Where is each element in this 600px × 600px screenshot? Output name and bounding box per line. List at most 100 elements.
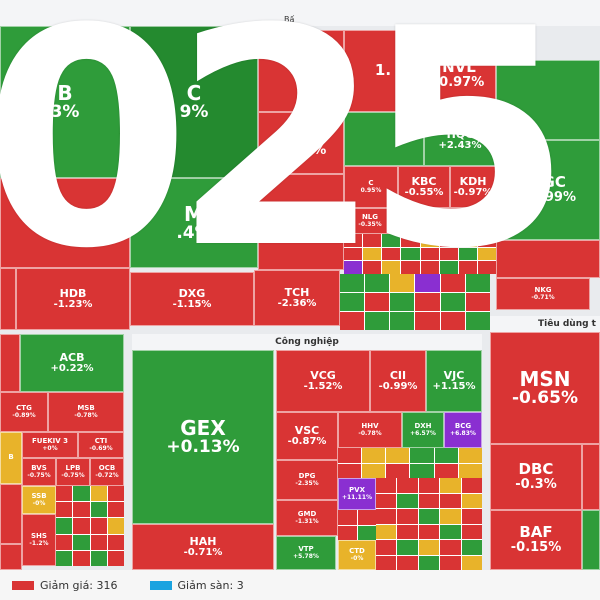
- stock-tile-ocb[interactable]: OCB -0.72%: [90, 458, 124, 486]
- tile-change: +11.11%: [341, 493, 373, 501]
- small-tiles-cluster-5: [338, 510, 376, 540]
- stock-tile-hdb[interactable]: HDB -1.23%: [16, 268, 130, 330]
- tile-symbol: BCG: [454, 422, 472, 431]
- stock-tile-fuekiv[interactable]: FUEKIV 3 +0%: [22, 432, 78, 458]
- stock-tile-dgc[interactable]: DGC +0.99%: [496, 140, 600, 240]
- stock-tile-small-1[interactable]: [396, 208, 426, 234]
- tile-symbol: CTD: [349, 547, 365, 556]
- stock-tile-edge-1[interactable]: [0, 268, 16, 330]
- stock-tile-baf[interactable]: BAF -0.15%: [490, 510, 582, 570]
- legend-floor-label: Giảm sàn: 3: [177, 578, 244, 592]
- stock-tile-edge-6[interactable]: [582, 510, 600, 570]
- stock-tile-bvs[interactable]: BVS -0.75%: [22, 458, 56, 486]
- stock-tile-msb[interactable]: MSB -0.78%: [48, 392, 124, 432]
- stock-tile-small-2[interactable]: [426, 208, 460, 234]
- stock-tile-gex[interactable]: GEX +0.13%: [132, 350, 274, 524]
- stock-tile-pdr[interactable]: PDR -1.31%: [258, 112, 344, 174]
- tile-symbol: B: [57, 80, 73, 105]
- stock-tile-dpg[interactable]: DPG -2.35%: [276, 460, 338, 500]
- stock-tile-unknown[interactable]: 1%: [258, 30, 344, 112]
- stock-tile-lpb[interactable]: LPB -0.75%: [56, 458, 90, 486]
- stock-tile-nkg[interactable]: NKG -0.71%: [496, 278, 590, 310]
- tile-change: -1.31%: [275, 143, 327, 159]
- stock-tile-ctr[interactable]: CTI -0.69%: [78, 432, 124, 458]
- tile-change: .4%: [176, 222, 212, 243]
- legend-down: Giảm giá: 316: [12, 579, 118, 592]
- stock-tile-b[interactable]: B 3%: [0, 26, 130, 178]
- tile-change: +0%: [42, 444, 58, 452]
- tile-symbol: VTP: [298, 545, 314, 554]
- tile-change: -0.99%: [378, 380, 418, 392]
- tile-symbol: ACB: [59, 350, 85, 364]
- small-tiles-cluster-4: [338, 448, 482, 478]
- stock-tile-edge-5[interactable]: [582, 444, 600, 510]
- stock-tile-hhv[interactable]: HHV -0.78%: [338, 412, 402, 448]
- stock-tile-vjc[interactable]: VJC +1.15%: [426, 350, 482, 412]
- stock-tile-cm[interactable]: CM: [0, 178, 130, 268]
- legend-down-swatch: [12, 580, 34, 590]
- stock-tile-vsc[interactable]: VSC -0.87%: [276, 412, 338, 460]
- tile-symbol: MSB: [77, 404, 95, 413]
- stock-tile-dxg[interactable]: DXG -1.15%: [130, 272, 254, 326]
- stock-tile-acb[interactable]: ACB +0.22%: [20, 334, 124, 392]
- stock-tile-hqc[interactable]: HQC +2.43%: [424, 114, 496, 166]
- tile-symbol: HAH: [189, 534, 217, 548]
- stock-tile-edge-3[interactable]: [0, 484, 22, 544]
- stock-tile-edge-4[interactable]: [0, 544, 22, 570]
- legend-down-label: Giảm giá: 316: [40, 578, 118, 592]
- stock-tile-nlg[interactable]: NLG -0.35%: [344, 208, 396, 234]
- stock-tile-small-3[interactable]: [460, 208, 496, 234]
- tile-symbol: BVS: [31, 464, 47, 473]
- tile-change: -0.75%: [27, 471, 51, 479]
- stock-tile-hah[interactable]: HAH -0.71%: [132, 524, 274, 570]
- stock-tile-red-right[interactable]: [496, 240, 600, 278]
- stock-tile-kbc[interactable]: KBC -0.55%: [398, 166, 450, 208]
- stock-tile-ssb[interactable]: SSB -0%: [22, 486, 56, 514]
- tile-symbol: HHV: [361, 422, 379, 431]
- stock-tile-green-right[interactable]: [496, 60, 600, 140]
- tile-symbol: GMD: [297, 510, 317, 519]
- tile-change: -1.2%: [29, 539, 49, 547]
- stock-tile-gmd[interactable]: GMD -1.31%: [276, 500, 338, 536]
- tile-symbol: FUEKIV 3: [31, 437, 68, 446]
- stock-tile-red-block[interactable]: [258, 174, 344, 270]
- tile-change: +2.43%: [438, 139, 482, 151]
- stock-tile-vtp[interactable]: VTP +5.78%: [276, 536, 336, 570]
- tile-symbol: MSN: [519, 366, 571, 391]
- stock-tile-nvl[interactable]: NVL -0.97%: [422, 36, 496, 114]
- tile-symbol: DPG: [298, 472, 316, 481]
- stock-tile-shs[interactable]: SHS -1.2%: [22, 514, 56, 566]
- stock-tile-m[interactable]: M .4%: [130, 178, 258, 268]
- tile-change: -0.55%: [404, 186, 444, 198]
- small-tiles-cluster-3: [56, 486, 124, 566]
- stock-tile-dbc[interactable]: DBC -0.3%: [490, 444, 582, 510]
- tile-change: -0.89%: [12, 411, 36, 419]
- stock-tile-one[interactable]: 1.: [344, 30, 422, 112]
- tile-symbol: NVL: [442, 58, 476, 77]
- stock-tile-vcg[interactable]: VCG -1.52%: [276, 350, 370, 412]
- stock-tile-c[interactable]: C 9%: [130, 26, 258, 178]
- stock-tile-c95[interactable]: C 0.95%: [344, 166, 398, 208]
- stock-tile-kdh[interactable]: KDH -0.97%: [450, 166, 496, 208]
- tile-change: 9%: [179, 101, 209, 122]
- tile-symbol: KDH: [459, 174, 487, 188]
- stock-tile-msn[interactable]: MSN -0.65%: [490, 332, 600, 444]
- tile-change: -0.3%: [515, 477, 557, 493]
- stock-tile-pvx[interactable]: PVX +11.11%: [338, 478, 376, 510]
- stock-tile-edge-2[interactable]: [0, 334, 20, 392]
- tile-symbol: CII: [389, 368, 407, 382]
- stock-tile-ctg[interactable]: CTG -0.89%: [0, 392, 48, 432]
- stock-tile-ctd[interactable]: CTD -0%: [338, 540, 376, 570]
- tile-change: -0.69%: [89, 444, 113, 452]
- tile-symbol: DBC: [518, 460, 554, 479]
- tile-symbol: M: [184, 201, 204, 226]
- small-tiles-cluster-6: [376, 478, 482, 570]
- stock-tile-tch[interactable]: TCH -2.36%: [254, 270, 340, 326]
- stock-tile-cii[interactable]: CII -0.99%: [370, 350, 426, 412]
- stock-tile-green-block[interactable]: [344, 112, 424, 166]
- stock-tile-bcg[interactable]: BCG +6.83%: [444, 412, 482, 448]
- stock-tile-b-small[interactable]: B: [0, 432, 22, 484]
- stock-tile-dxh[interactable]: DXH +6.57%: [402, 412, 444, 448]
- tile-symbol: LPB: [65, 464, 81, 473]
- tile-change: -0.78%: [74, 411, 98, 419]
